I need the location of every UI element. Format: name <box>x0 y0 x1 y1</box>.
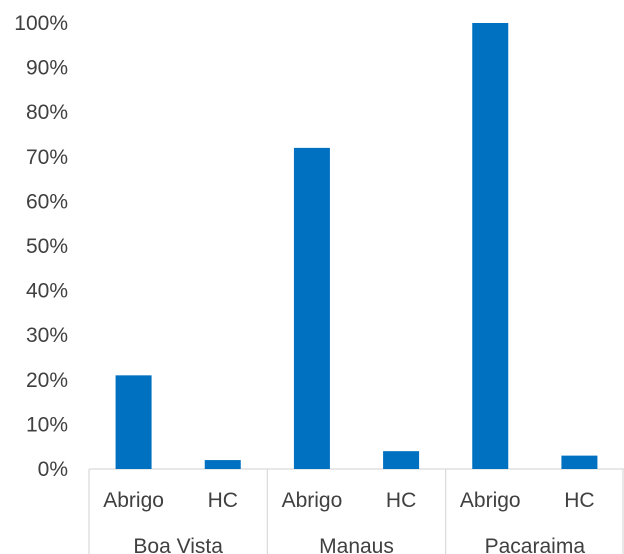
axes <box>88 468 624 554</box>
bars <box>115 23 598 469</box>
y-tick-label: 0% <box>38 458 68 481</box>
x-category-label: HC <box>208 489 238 512</box>
x-category-label: Abrigo <box>103 489 164 512</box>
x-category-label: HC <box>386 489 416 512</box>
bar <box>204 460 241 469</box>
x-axis-category-labels: Abrigo HC Abrigo HC Abrigo HC <box>103 489 594 512</box>
y-axis-tick-labels: 0% 10% 20% 30% 40% 50% 60% 70% 80% 90% 100% <box>14 12 68 481</box>
y-tick-label: 30% <box>26 324 68 347</box>
y-tick-label: 20% <box>26 369 68 392</box>
bar <box>293 147 330 469</box>
x-group-label: Pacaraima <box>485 535 586 554</box>
x-category-label: Abrigo <box>460 489 521 512</box>
bar <box>383 451 420 469</box>
x-axis-group-labels: Boa Vista Manaus Pacaraima <box>133 535 585 554</box>
x-group-label: Boa Vista <box>133 535 223 554</box>
y-tick-label: 40% <box>26 280 68 303</box>
bar <box>561 455 598 469</box>
x-category-label: HC <box>564 489 594 512</box>
y-tick-label: 80% <box>26 101 68 124</box>
x-group-label: Manaus <box>319 535 394 554</box>
y-tick-label: 60% <box>26 190 68 213</box>
y-tick-label: 90% <box>26 57 68 80</box>
y-tick-label: 70% <box>26 146 68 169</box>
x-category-label: Abrigo <box>282 489 343 512</box>
y-tick-label: 10% <box>26 413 68 436</box>
y-tick-label: 100% <box>14 12 68 35</box>
bar <box>115 375 152 469</box>
y-tick-label: 50% <box>26 235 68 258</box>
bar <box>472 23 509 469</box>
